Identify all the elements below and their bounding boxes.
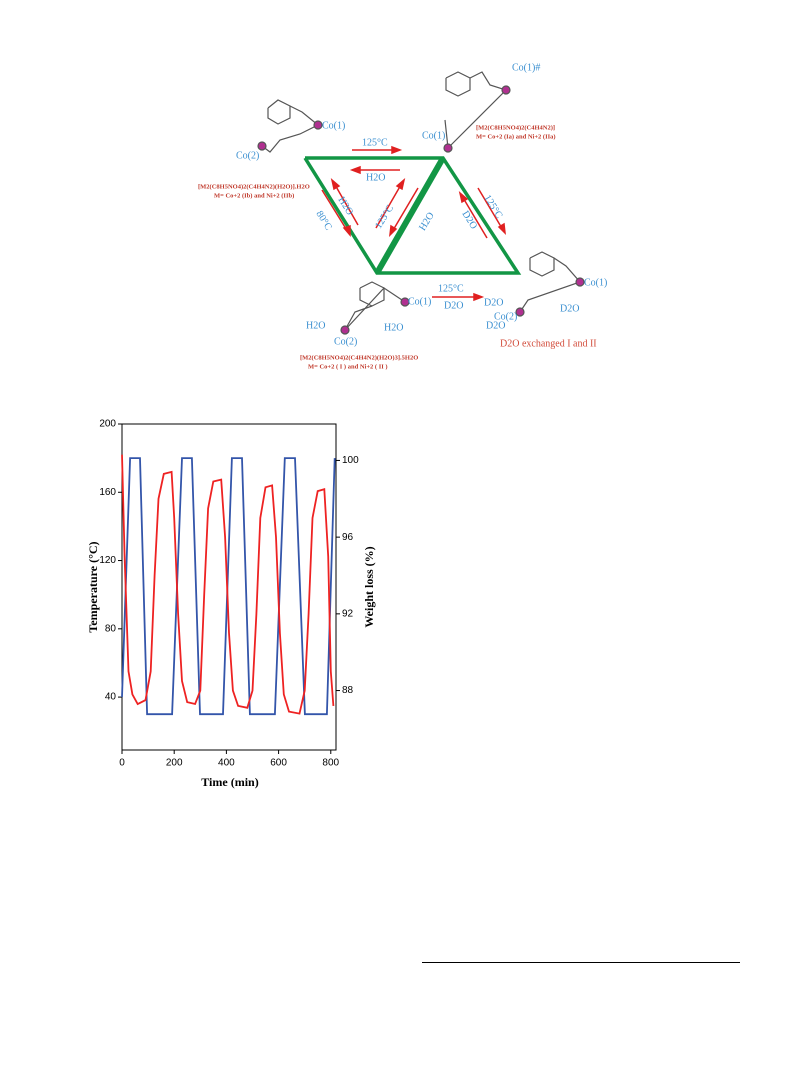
arrow-label: 125°C bbox=[362, 137, 388, 148]
atom-label: Co(1) bbox=[584, 277, 607, 288]
formula: [M2(C8H5NO4)2(C4H4N2)] bbox=[476, 124, 555, 131]
y2-tick-label: 100 bbox=[342, 455, 359, 466]
atom-label: H2O bbox=[306, 320, 325, 331]
atom-label: H2O bbox=[384, 322, 403, 333]
y2-tick-label: 88 bbox=[342, 685, 354, 696]
y-tick-label: 120 bbox=[99, 555, 116, 566]
y-tick-label: 80 bbox=[105, 623, 117, 634]
arrows bbox=[321, 145, 506, 302]
atom-label: Co(1) bbox=[322, 120, 345, 131]
arrow-label: 125°C bbox=[438, 283, 464, 294]
atom-label: D2O bbox=[486, 320, 505, 331]
arrow-label: H2O bbox=[366, 172, 385, 183]
atom-label: Co(1)# bbox=[512, 62, 540, 73]
atom-label: Co(2) bbox=[334, 336, 357, 347]
formula: [M2(C8H5NO4)2(C4H4N2)(H2O)3].5H2O bbox=[300, 354, 418, 361]
x-tick-label: 200 bbox=[166, 758, 183, 769]
data-line bbox=[121, 454, 335, 715]
formula-metal: M= Co+2 (Ia) and Ni+2 (IIa) bbox=[476, 133, 556, 140]
chart: Time (min) Temperature (°C) Weight loss … bbox=[86, 419, 376, 789]
atom-label: Co(2) bbox=[236, 150, 259, 161]
formula: [M2(C8H5NO4)2(C4H4N2)(H2O)].H2O bbox=[198, 183, 310, 190]
atom-label: Co(2) bbox=[494, 311, 517, 322]
arrow-label: H2O bbox=[417, 210, 437, 232]
formula-metal: M= Co+2 (Ib) and Ni+2 (IIb) bbox=[214, 192, 294, 199]
molecules bbox=[257, 71, 585, 335]
y-axis-title: Temperature (°C) bbox=[86, 541, 100, 632]
y2-tick-label: 96 bbox=[342, 532, 354, 543]
atom-label: D2O bbox=[484, 297, 503, 308]
y-tick-label: 40 bbox=[105, 692, 117, 703]
formula-metal: M= Co+2 ( I ) and Ni+2 ( II ) bbox=[308, 363, 388, 370]
cycle-frame bbox=[303, 156, 522, 275]
y2-axis-title: Weight loss (%) bbox=[362, 546, 376, 627]
x-tick-label: 600 bbox=[270, 758, 287, 769]
arrow-label: D2O bbox=[460, 209, 480, 231]
caption: D2O exchanged I and II bbox=[500, 338, 597, 349]
x-tick-label: 0 bbox=[119, 758, 125, 769]
diagram: Co(1) Co(2) 125°C H2O Co(1)# Co(1) H2O 8… bbox=[198, 62, 607, 370]
y-tick-label: 160 bbox=[99, 487, 116, 498]
x-tick-label: 400 bbox=[218, 758, 235, 769]
x-axis-title: Time (min) bbox=[201, 775, 258, 789]
atom-label: D2O bbox=[560, 303, 579, 314]
arrow-label: D2O bbox=[444, 300, 463, 311]
y2-tick-label: 92 bbox=[342, 608, 354, 619]
arrow-label: 125°C bbox=[482, 193, 505, 221]
arrow-label: 80°C bbox=[314, 209, 334, 233]
x-tick-label: 800 bbox=[322, 758, 339, 769]
footnote-rule bbox=[422, 962, 740, 963]
y-tick-label: 200 bbox=[99, 419, 116, 430]
atom-label: Co(1) bbox=[422, 130, 445, 141]
plot-frame bbox=[121, 423, 337, 751]
atom-label: Co(1) bbox=[408, 296, 431, 307]
